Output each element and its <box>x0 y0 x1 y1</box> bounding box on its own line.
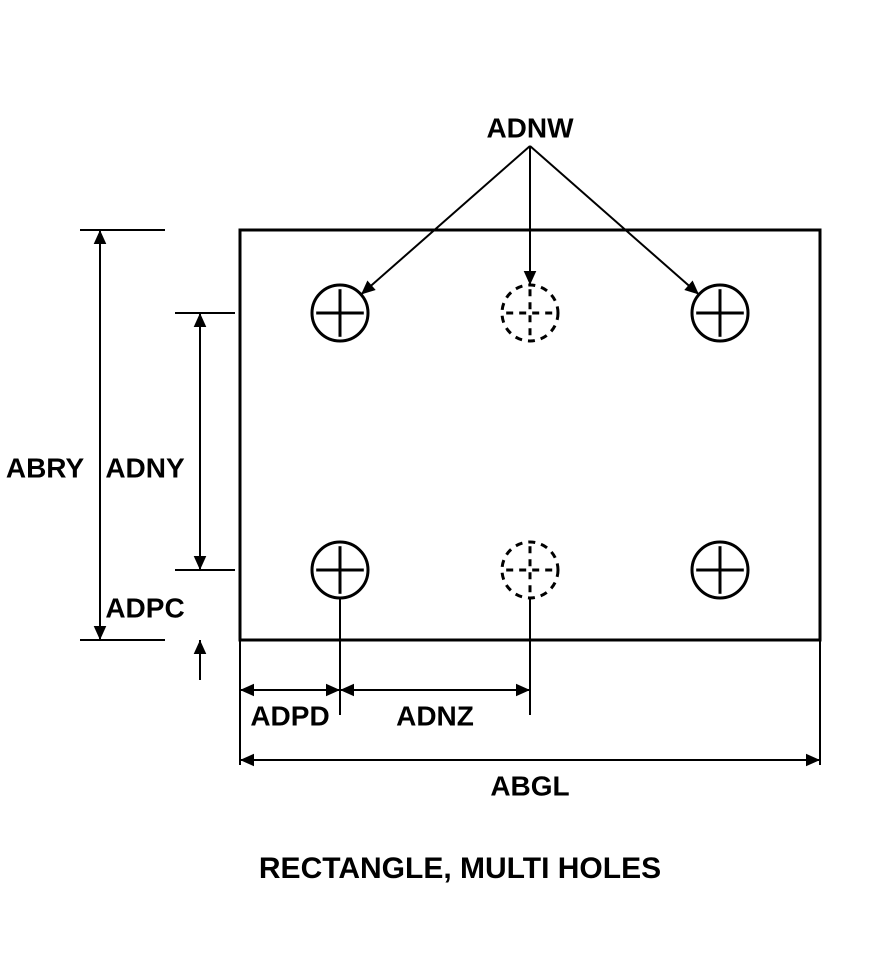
label-adpd: ADPD <box>250 700 329 731</box>
label-adny: ADNY <box>105 452 185 483</box>
diagram-title: RECTANGLE, MULTI HOLES <box>259 852 661 885</box>
label-adnw: ADNW <box>486 112 574 143</box>
label-abgl: ABGL <box>490 770 569 801</box>
label-adpc: ADPC <box>105 592 184 623</box>
label-adnz: ADNZ <box>396 700 474 731</box>
label-abry: ABRY <box>6 452 85 483</box>
